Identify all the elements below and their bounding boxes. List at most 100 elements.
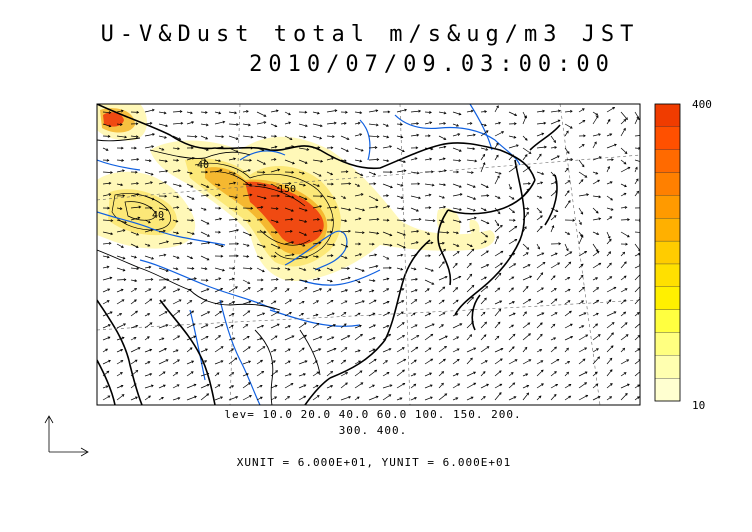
wind-arrow — [634, 371, 640, 377]
wind-arrow — [116, 159, 124, 161]
wind-arrow-head — [472, 185, 476, 188]
wind-arrow — [536, 349, 542, 353]
wind-arrow-head — [219, 168, 223, 172]
wind-arrow — [536, 262, 546, 269]
wind-arrow — [452, 359, 460, 365]
wind-arrow-head — [469, 273, 473, 277]
wind-arrow-head — [161, 217, 165, 221]
wind-arrow — [214, 300, 224, 305]
wind-arrow-head — [151, 108, 155, 112]
wind-arrow — [578, 334, 588, 341]
wind-arrow-head — [177, 277, 180, 281]
wind-arrow — [298, 384, 306, 389]
wind-arrow-head — [469, 244, 473, 248]
wind-arrow-head — [570, 157, 574, 161]
wind-arrow-head — [625, 393, 628, 396]
wind-arrow — [480, 123, 487, 126]
wind-arrow-head — [567, 361, 571, 364]
wind-arrow-head — [217, 183, 221, 187]
wind-arrow — [438, 146, 446, 149]
wind-arrow — [536, 395, 542, 401]
wind-arrow-head — [248, 300, 252, 304]
wind-arrow-head — [636, 116, 639, 120]
wind-arrow-head — [516, 144, 519, 148]
wind-arrow-head — [484, 297, 487, 301]
wind-arrow-head — [580, 234, 584, 238]
wind-arrow-head — [553, 140, 557, 143]
wind-arrow-head — [175, 267, 179, 271]
wind-arrow-head — [509, 186, 512, 190]
wind-arrow-head — [541, 172, 545, 176]
wind-arrow-head — [376, 158, 380, 161]
wind-arrow — [592, 207, 599, 214]
wind-arrow-head — [486, 250, 489, 254]
wind-arrow-head — [455, 231, 459, 235]
wind-arrow — [354, 253, 362, 257]
wind-arrow-head — [291, 253, 295, 257]
wind-arrow — [298, 219, 307, 223]
wind-arrow — [284, 159, 295, 164]
wind-arrow-head — [470, 171, 474, 174]
colorbar-box — [654, 149, 681, 173]
wind-arrow — [158, 324, 168, 329]
wind-arrow — [270, 335, 278, 341]
wind-arrow-head — [389, 170, 393, 174]
wind-arrow-head — [220, 244, 224, 248]
wind-arrow-head — [483, 395, 486, 399]
wind-arrow — [144, 288, 151, 293]
wind-arrow — [494, 219, 499, 226]
wind-arrow — [382, 243, 392, 246]
wind-arrow-head — [110, 171, 113, 174]
wind-arrow-head — [455, 397, 459, 400]
wind-arrow-head — [263, 230, 267, 234]
wind-arrow — [158, 384, 166, 389]
wind-arrow — [270, 396, 277, 401]
wind-arrow-head — [415, 346, 419, 350]
wind-arrow — [200, 299, 207, 305]
wind-arrow — [368, 254, 377, 257]
wind-arrow-head — [149, 322, 153, 325]
wind-arrow — [130, 193, 139, 197]
wind-arrow-head — [443, 205, 447, 209]
wind-arrow — [312, 360, 318, 365]
wind-arrow — [410, 171, 419, 174]
wind-arrow-head — [372, 336, 376, 340]
wind-arrow-head — [248, 123, 251, 127]
wind-arrow-head — [623, 119, 627, 122]
wind-arrow — [214, 218, 222, 221]
wind-arrow-head — [557, 262, 561, 266]
wind-arrow-head — [455, 299, 459, 303]
wind-arrow-head — [569, 310, 572, 314]
wind-arrow — [620, 192, 627, 197]
wind-arrow-head — [314, 360, 318, 364]
wind-arrow-head — [443, 145, 447, 149]
wind-arrow — [340, 243, 348, 248]
wind-arrow — [564, 251, 572, 257]
wind-arrow-head — [347, 335, 351, 338]
wind-arrow-head — [402, 382, 406, 386]
wind-arrow-head — [526, 247, 530, 250]
wind-arrow-head — [402, 245, 406, 249]
rivers — [97, 104, 521, 405]
wind-arrow — [102, 171, 113, 173]
wind-arrow — [256, 206, 263, 209]
wind-arrow-head — [348, 229, 351, 233]
wind-arrow-head — [120, 372, 123, 375]
wind-arrow — [564, 310, 572, 317]
wind-arrow — [172, 170, 181, 173]
wind-arrow-head — [177, 310, 181, 313]
wind-arrow — [354, 325, 362, 329]
wind-arrow-head — [177, 335, 181, 339]
wind-arrow-head — [304, 334, 307, 338]
wind-arrow — [340, 159, 347, 162]
wind-arrow — [186, 207, 192, 211]
wind-arrow — [144, 361, 151, 365]
wind-arrow — [522, 147, 532, 154]
wind-arrow-head — [263, 183, 267, 187]
wind-arrow — [592, 231, 599, 235]
wind-arrow-head — [149, 372, 153, 376]
wind-arrow-head — [540, 300, 544, 304]
wind-arrow — [494, 321, 501, 329]
wind-arrow — [452, 147, 462, 152]
wind-arrow — [536, 133, 544, 137]
